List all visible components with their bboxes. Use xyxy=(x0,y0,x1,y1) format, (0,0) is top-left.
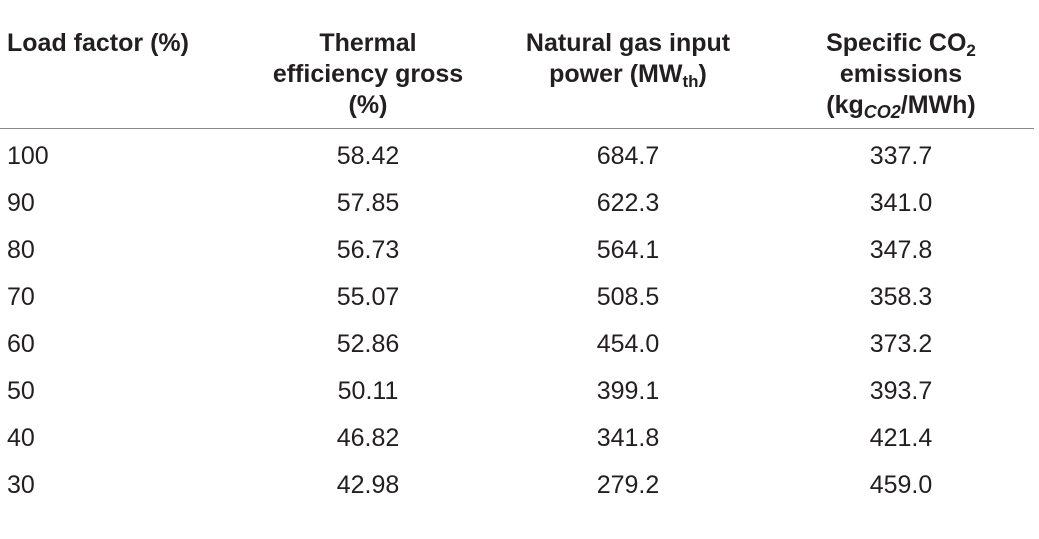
cell-gas-power: 341.8 xyxy=(596,423,660,452)
table-row: 50 50.11 399.1 393.7 xyxy=(0,368,1034,415)
cell-load-factor: 40 xyxy=(7,423,35,452)
header-co2-unit-subscript: CO2 xyxy=(863,102,901,122)
table-row: 60 52.86 454.0 373.2 xyxy=(0,321,1034,368)
table-row: 70 55.07 508.5 358.3 xyxy=(0,274,1034,321)
header-row: Load factor (%) Thermal efficiency gross… xyxy=(0,0,1034,129)
cell-efficiency: 58.42 xyxy=(336,141,400,170)
cell-efficiency: 52.86 xyxy=(336,329,400,358)
table-body: 100 58.42 684.7 337.7 90 57.85 622.3 341… xyxy=(0,128,1034,509)
cell-load-factor: 70 xyxy=(7,282,35,311)
cell-co2: 347.8 xyxy=(869,235,933,264)
header-co2-line1-main: Specific CO xyxy=(826,29,967,57)
cell-load-factor: 30 xyxy=(7,470,35,499)
cell-efficiency: 55.07 xyxy=(336,282,400,311)
performance-table: Load factor (%) Thermal efficiency gross… xyxy=(0,0,1034,509)
table-row: 80 56.73 564.1 347.8 xyxy=(0,227,1034,274)
header-gas-line1: Natural gas input xyxy=(525,29,731,57)
table-row: 100 58.42 684.7 337.7 xyxy=(0,128,1034,180)
cell-load-factor: 60 xyxy=(7,329,35,358)
cell-load-factor: 90 xyxy=(7,188,35,217)
cell-efficiency: 42.98 xyxy=(336,470,400,499)
cell-co2: 393.7 xyxy=(869,376,933,405)
cell-efficiency: 50.11 xyxy=(337,376,399,405)
cell-co2: 341.0 xyxy=(869,188,933,217)
cell-load-factor: 100 xyxy=(7,141,49,170)
header-load-factor-label: Load factor (%) xyxy=(7,29,189,57)
cell-gas-power: 279.2 xyxy=(596,470,660,499)
cell-gas-power: 564.1 xyxy=(596,235,660,264)
header-thermal-line1: Thermal xyxy=(319,29,417,57)
header-thermal-line2: efficiency gross xyxy=(272,60,464,88)
cell-co2: 337.7 xyxy=(869,141,933,170)
cell-efficiency: 46.82 xyxy=(336,423,400,452)
cell-efficiency: 56.73 xyxy=(336,235,400,264)
header-gas-line2-main: power (MW xyxy=(549,60,683,88)
cell-gas-power: 684.7 xyxy=(596,141,660,170)
cell-co2: 373.2 xyxy=(869,329,933,358)
header-co2-line3-main: (kg xyxy=(826,91,864,119)
cell-load-factor: 80 xyxy=(7,235,35,264)
table-row: 40 46.82 341.8 421.4 xyxy=(0,415,1034,462)
header-thermal-efficiency: Thermal efficiency gross (%) xyxy=(248,0,488,129)
cell-co2: 459.0 xyxy=(869,470,933,499)
cell-gas-power: 508.5 xyxy=(596,282,660,311)
header-load-factor: Load factor (%) xyxy=(0,0,248,129)
header-thermal-line3: (%) xyxy=(348,91,388,119)
cell-efficiency: 57.85 xyxy=(336,188,400,217)
table-row: 90 57.85 622.3 341.0 xyxy=(0,180,1034,227)
header-co2-emissions: Specific CO2 emissions (kgCO2/MWh) xyxy=(768,0,1034,129)
cell-gas-power: 454.0 xyxy=(596,329,660,358)
table-header: Load factor (%) Thermal efficiency gross… xyxy=(0,0,1034,129)
header-co2-line3-end: /MWh) xyxy=(900,91,976,119)
cell-co2: 421.4 xyxy=(869,423,933,452)
cell-load-factor: 50 xyxy=(7,376,35,405)
table-row: 30 42.98 279.2 459.0 xyxy=(0,462,1034,509)
cell-gas-power: 399.1 xyxy=(596,376,660,405)
cell-co2: 358.3 xyxy=(869,282,933,311)
header-gas-line2-end: ) xyxy=(698,60,707,88)
cell-gas-power: 622.3 xyxy=(596,188,660,217)
header-co2-subscript: 2 xyxy=(966,41,976,60)
header-co2-line2: emissions xyxy=(839,60,963,88)
header-gas-subscript: th xyxy=(682,72,699,91)
header-natural-gas-power: Natural gas input power (MWth) xyxy=(488,0,768,129)
